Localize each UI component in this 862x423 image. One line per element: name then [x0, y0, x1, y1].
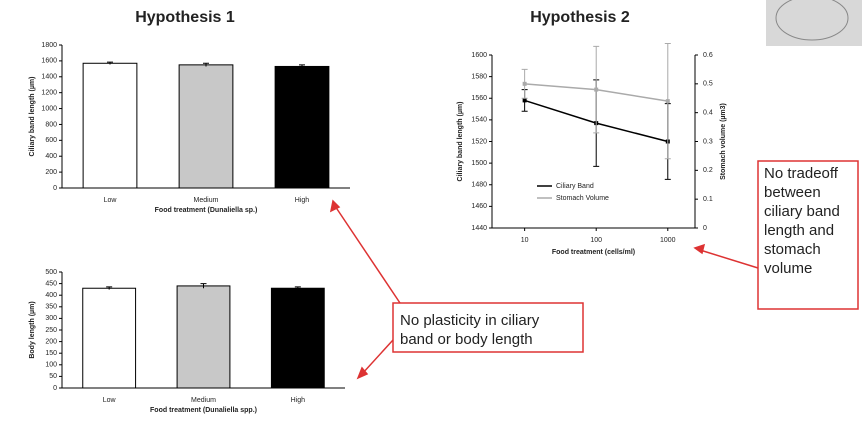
- point: [594, 87, 599, 92]
- x-axis-label: Food treatment (cells/ml): [552, 249, 635, 256]
- error-bar: [107, 61, 113, 65]
- y-tick-label: 1520: [471, 138, 487, 145]
- y-tick-label: 1480: [471, 182, 487, 189]
- y-tick-label: 250: [45, 327, 57, 334]
- annotation-box: [392, 302, 584, 353]
- annotation-text: No tradeoff: [764, 165, 839, 182]
- annotation-text: between: [764, 184, 821, 201]
- bar: [178, 64, 234, 189]
- y-tick-label: 1000: [41, 105, 57, 112]
- y-axis-label: Ciliary band length (µm): [457, 102, 464, 182]
- y-tick-label: 600: [45, 137, 57, 144]
- error-bar: [106, 286, 113, 290]
- y2-tick-label: 0.1: [703, 196, 713, 203]
- y-tick-label: 1460: [471, 203, 487, 210]
- y2-tick-label: 0.5: [703, 81, 713, 88]
- y-tick-label: 500: [45, 269, 57, 276]
- x-tick-label: 100: [590, 237, 602, 244]
- y-tick-label: 0: [53, 385, 57, 392]
- y-tick-label: 1540: [471, 117, 487, 124]
- y-tick-label: 1560: [471, 95, 487, 102]
- annotation-text: length and: [764, 222, 834, 239]
- bar: [82, 62, 138, 189]
- error-bar: [299, 64, 305, 69]
- y-tick-label: 400: [45, 153, 57, 160]
- y-tick-label: 1500: [471, 160, 487, 167]
- error-bar: [294, 286, 301, 290]
- legend-label: Stomach Volume: [556, 195, 609, 202]
- y2-tick-label: 0: [703, 225, 707, 232]
- y-tick-label: 350: [45, 304, 57, 311]
- y-tick-label: 400: [45, 292, 57, 299]
- annotation-box: [757, 160, 859, 310]
- point: [665, 99, 670, 104]
- bar: [82, 287, 137, 389]
- point: [522, 81, 527, 86]
- bar: [176, 285, 231, 389]
- thumbnail: [766, 0, 862, 46]
- y-tick-label: 1580: [471, 73, 487, 80]
- bar: [270, 287, 325, 389]
- y-tick-label: 450: [45, 280, 57, 287]
- x-tick-label: Low: [103, 397, 117, 404]
- x-axis-label: Food treatment (Dunaliella sp.): [155, 207, 258, 214]
- heading: Hypothesis 1: [135, 9, 235, 26]
- y-axis-label: Ciliary band length (µm): [29, 77, 36, 157]
- y-tick-label: 50: [49, 373, 57, 380]
- x-tick-label: Medium: [194, 197, 219, 204]
- y-tick-label: 1600: [41, 58, 57, 65]
- y2-tick-label: 0.2: [703, 167, 713, 174]
- y-tick-label: 300: [45, 315, 57, 322]
- y-tick-label: 1600: [471, 52, 487, 59]
- y2-tick-label: 0.3: [703, 138, 713, 145]
- annotation-text: volume: [764, 260, 812, 277]
- x-tick-label: 10: [521, 237, 529, 244]
- error-bar: [203, 62, 209, 67]
- x-axis-label: Food treatment (Dunaliella spp.): [150, 407, 257, 414]
- annotation-text: band or body length: [400, 331, 533, 348]
- y-tick-label: 200: [45, 169, 57, 176]
- y-tick-label: 200: [45, 338, 57, 345]
- heading: Hypothesis 2: [530, 9, 630, 26]
- y2-axis-label: Stomach volume (µm3): [720, 103, 727, 180]
- y-tick-label: 1800: [41, 42, 57, 49]
- y-tick-label: 1440: [471, 225, 487, 232]
- y-tick-label: 0: [53, 185, 57, 192]
- arrows: [329, 199, 759, 380]
- y2-tick-label: 0.6: [703, 52, 713, 59]
- y-axis-label: Body length (µm): [29, 301, 36, 358]
- x-tick-label: High: [295, 197, 310, 204]
- x-tick-label: Low: [104, 197, 118, 204]
- point: [522, 98, 527, 103]
- y-tick-label: 100: [45, 362, 57, 369]
- y-tick-label: 1200: [41, 90, 57, 97]
- y-tick-label: 1400: [41, 74, 57, 81]
- x-tick-label: Medium: [191, 397, 216, 404]
- error-bar: [200, 283, 207, 289]
- y-tick-label: 800: [45, 121, 57, 128]
- x-tick-label: High: [291, 397, 306, 404]
- thumbnail-sketch: [775, 0, 849, 41]
- legend-label: Ciliary Band: [556, 183, 594, 190]
- x-tick-label: 1000: [660, 237, 676, 244]
- annotation-text: ciliary band: [764, 203, 840, 220]
- annotation-text: No plasticity in ciliary: [400, 312, 540, 329]
- bar: [274, 65, 330, 189]
- y2-tick-label: 0.4: [703, 110, 713, 117]
- annotation-text: stomach: [764, 241, 821, 258]
- y-tick-label: 150: [45, 350, 57, 357]
